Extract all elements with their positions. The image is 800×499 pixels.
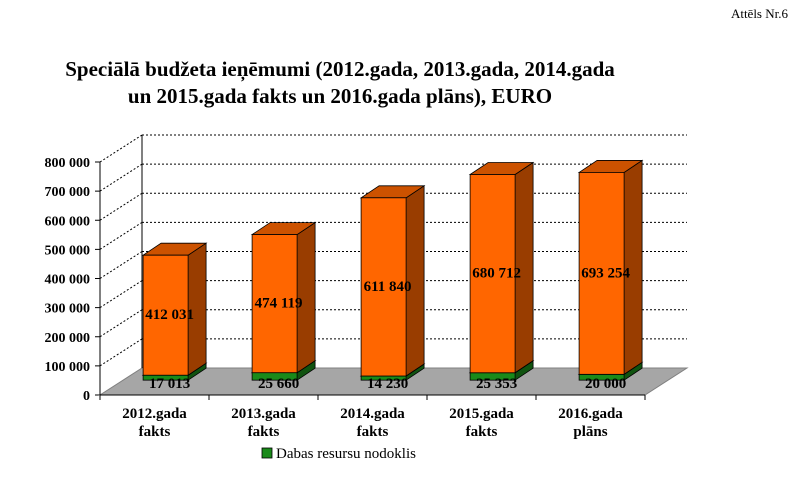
gridline-side	[99, 280, 143, 309]
data-label: 17 013	[149, 376, 190, 392]
y-tick-label: 0	[83, 389, 90, 404]
y-tick-label: 700 000	[45, 185, 91, 200]
data-label: 680 712	[472, 266, 521, 282]
data-label: 25 353	[476, 376, 517, 392]
y-tick-label: 500 000	[45, 243, 91, 258]
x-tick-label: fakts	[357, 424, 389, 440]
x-tick-label: 2012.gada	[122, 406, 187, 422]
data-label: 474 119	[255, 296, 303, 312]
gridline-side	[99, 221, 143, 250]
data-label: 611 840	[364, 279, 412, 295]
data-label: 693 254	[581, 265, 630, 281]
data-label: 412 031	[145, 307, 194, 323]
data-label: 25 660	[258, 376, 299, 392]
gridline-side	[99, 192, 143, 221]
bar-other	[578, 172, 625, 375]
x-tick-label: 2013.gada	[231, 406, 296, 422]
x-tick-label: 2015.gada	[449, 406, 514, 422]
data-label: 14 230	[367, 376, 408, 392]
y-tick-label: 600 000	[45, 214, 91, 229]
data-label: 20 000	[585, 376, 626, 392]
x-tick-label: plāns	[573, 424, 607, 440]
bar-other	[142, 254, 189, 376]
y-tick-label: 800 000	[45, 156, 91, 171]
y-tick-label: 300 000	[45, 302, 91, 317]
y-tick-label: 200 000	[45, 331, 91, 346]
y-tick-label: 100 000	[45, 360, 91, 375]
gridline-side	[99, 134, 143, 163]
chart-title: Speciālā budžeta ieņēmumi (2012.gada, 20…	[65, 57, 615, 108]
bar-other	[469, 174, 516, 374]
legend-entry: Dabas resursu nodoklis	[276, 446, 416, 462]
figure-number-label: Attēls Nr.6	[730, 6, 788, 21]
bar-other	[360, 197, 407, 377]
x-tick-label: fakts	[248, 424, 280, 440]
gridline-side	[99, 163, 143, 192]
bar-other	[251, 234, 298, 374]
gridline-side	[99, 309, 143, 338]
legend-swatch	[261, 447, 273, 459]
x-tick-label: 2016.gada	[558, 406, 623, 422]
y-tick-label: 400 000	[45, 273, 91, 288]
gridline-side	[99, 251, 143, 279]
x-tick-label: 2014.gada	[340, 406, 405, 422]
gridline-side	[99, 338, 143, 367]
x-tick-label: fakts	[139, 424, 171, 440]
x-tick-label: fakts	[466, 424, 498, 440]
